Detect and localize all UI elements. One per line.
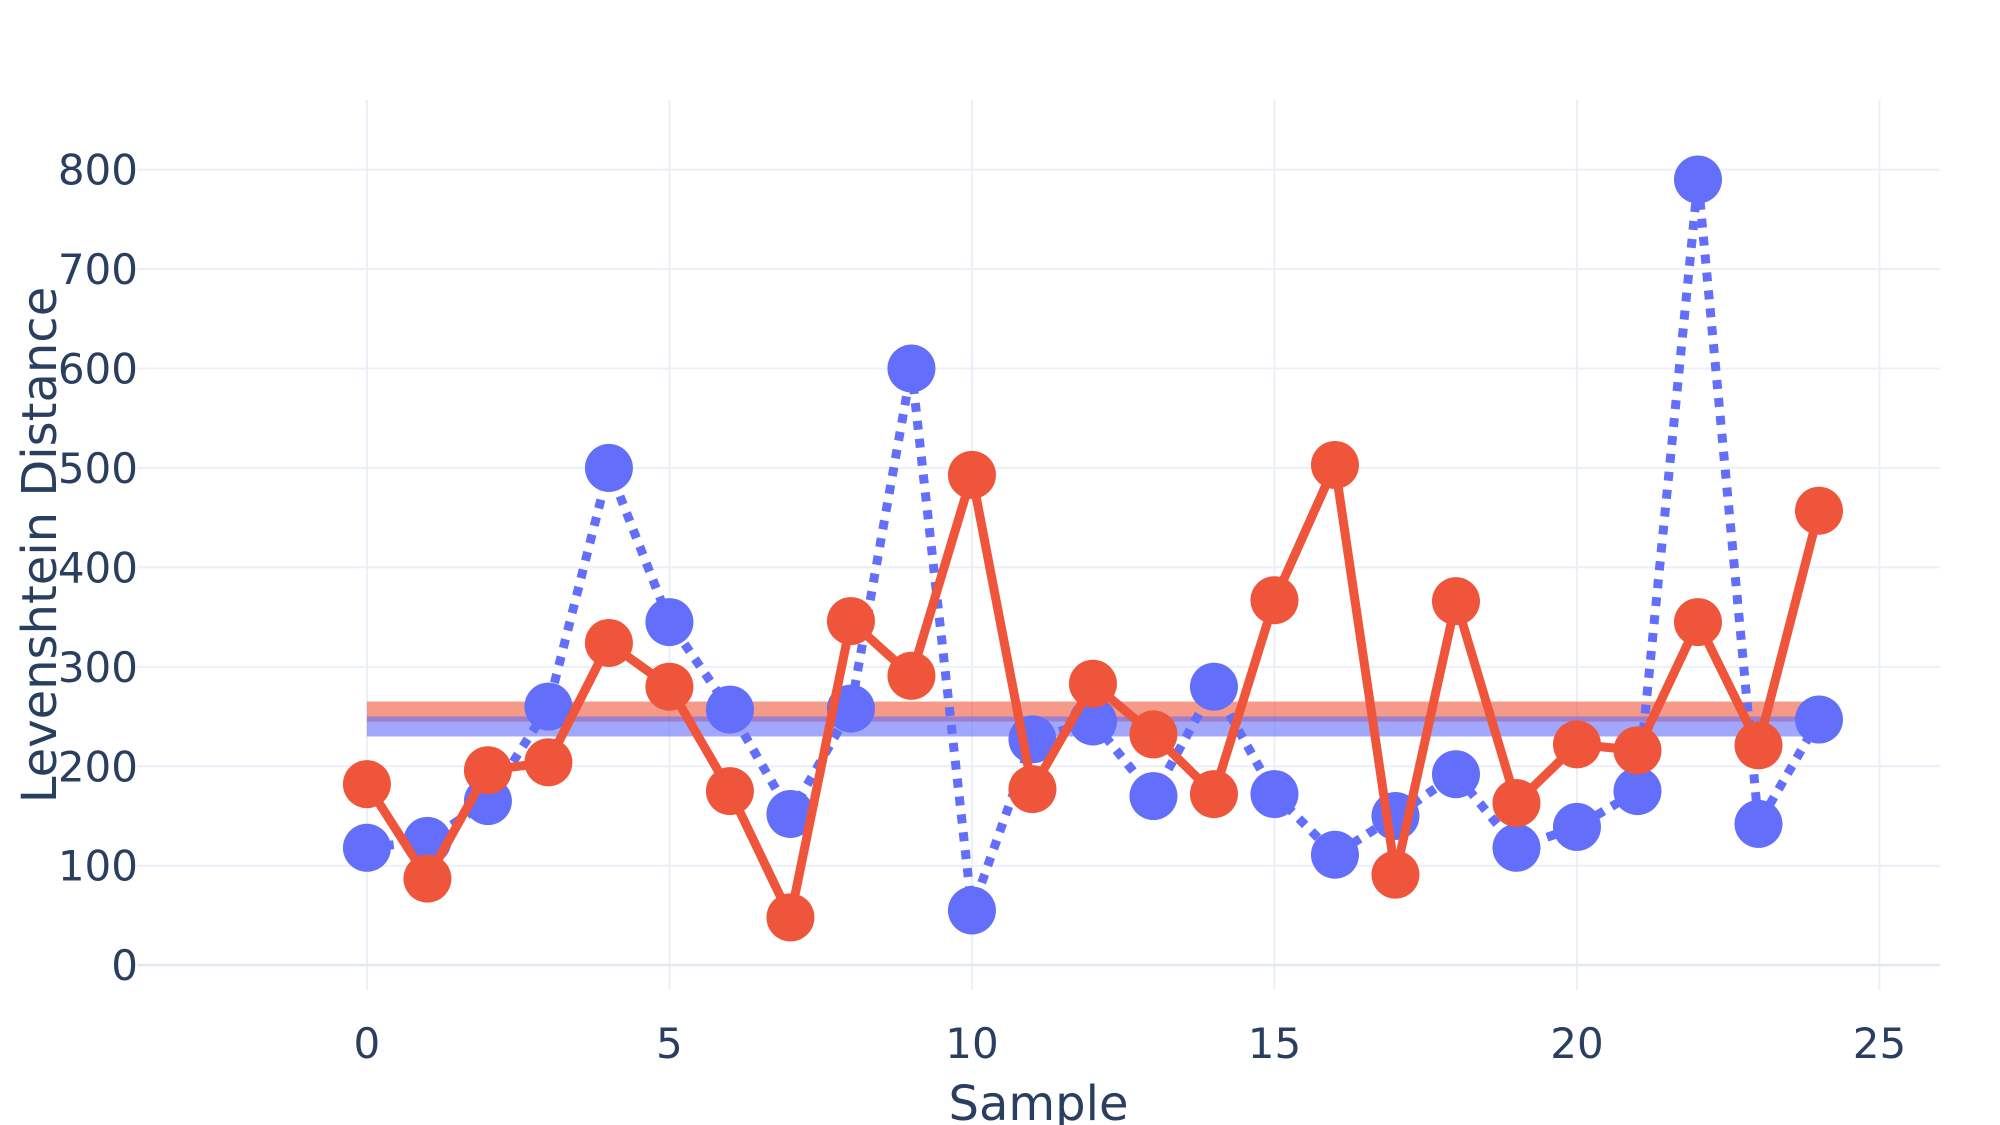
series-1-point [1068, 659, 1117, 708]
series-1-point [766, 893, 815, 942]
y-tick-label: 100 [58, 842, 138, 891]
series-0-point [1673, 155, 1722, 204]
series-0-point [1613, 767, 1662, 816]
series-0-point [1552, 802, 1601, 851]
series-0-point [645, 598, 694, 647]
series-1-point [947, 450, 996, 499]
series [342, 155, 1843, 942]
series-1-point [584, 618, 633, 667]
y-tick-label: 300 [58, 643, 138, 692]
series-1-point [887, 651, 936, 700]
series-1-point [1431, 577, 1480, 626]
series-1-point [403, 854, 452, 903]
series-1-point [342, 760, 391, 809]
series-0-point [584, 443, 633, 492]
series-1-point [1250, 576, 1299, 625]
y-axis-title: Levenshtein Distance [12, 287, 68, 803]
series-1-point [826, 597, 875, 646]
series-0-point [1794, 695, 1843, 744]
series-0-point [947, 886, 996, 935]
y-tick-label: 700 [58, 245, 138, 294]
series-1-point [1673, 598, 1722, 647]
series-1-point [1310, 440, 1359, 489]
series-1-point [1552, 720, 1601, 769]
series-1-point [1371, 850, 1420, 899]
series-1-point [1734, 721, 1783, 770]
y-tick-label: 600 [58, 344, 138, 393]
series-1-point [1794, 486, 1843, 535]
series-0-point [524, 682, 573, 731]
x-axis-title: Sample [949, 1076, 1129, 1125]
y-tick-label: 0 [111, 941, 138, 990]
series-0-point [342, 823, 391, 872]
series-0-point [766, 789, 815, 838]
series-1-point [1613, 726, 1662, 775]
series-0-point [1129, 772, 1178, 821]
series-1 [342, 440, 1843, 942]
series-1-point [1492, 779, 1541, 828]
y-tick-label: 500 [58, 444, 138, 493]
series-0-point [705, 685, 754, 734]
series-1-point [1189, 770, 1238, 819]
x-tick-label: 15 [1248, 1019, 1301, 1068]
series-1-point [1129, 710, 1178, 759]
y-tick-label: 200 [58, 742, 138, 791]
x-tick-label: 0 [354, 1019, 381, 1068]
grid [137, 100, 1940, 990]
y-tick-label: 400 [58, 543, 138, 592]
x-tick-label: 10 [945, 1019, 998, 1068]
x-tick-label: 25 [1853, 1019, 1906, 1068]
series-0-point [1310, 830, 1359, 879]
series-0-point [1431, 750, 1480, 799]
series-1-point [1008, 765, 1057, 814]
series-0-line [366, 175, 1823, 915]
series-0-point [1250, 770, 1299, 819]
series-0-point [1492, 823, 1541, 872]
x-tick-label: 5 [656, 1019, 683, 1068]
series-1-point [705, 767, 754, 816]
series-0-point [1734, 799, 1783, 848]
series-1-point [524, 738, 573, 787]
series-1-point [463, 746, 512, 795]
series-0-point [1189, 662, 1238, 711]
series-1-point [645, 662, 694, 711]
series-0 [342, 155, 1843, 935]
y-tick-label: 800 [58, 146, 138, 195]
x-tick-label: 20 [1550, 1019, 1603, 1068]
tick-labels: 0 5 10 15 20 25 0 100 200 300 400 500 600 700 800 [58, 146, 1906, 1068]
series-0-point [887, 344, 936, 393]
